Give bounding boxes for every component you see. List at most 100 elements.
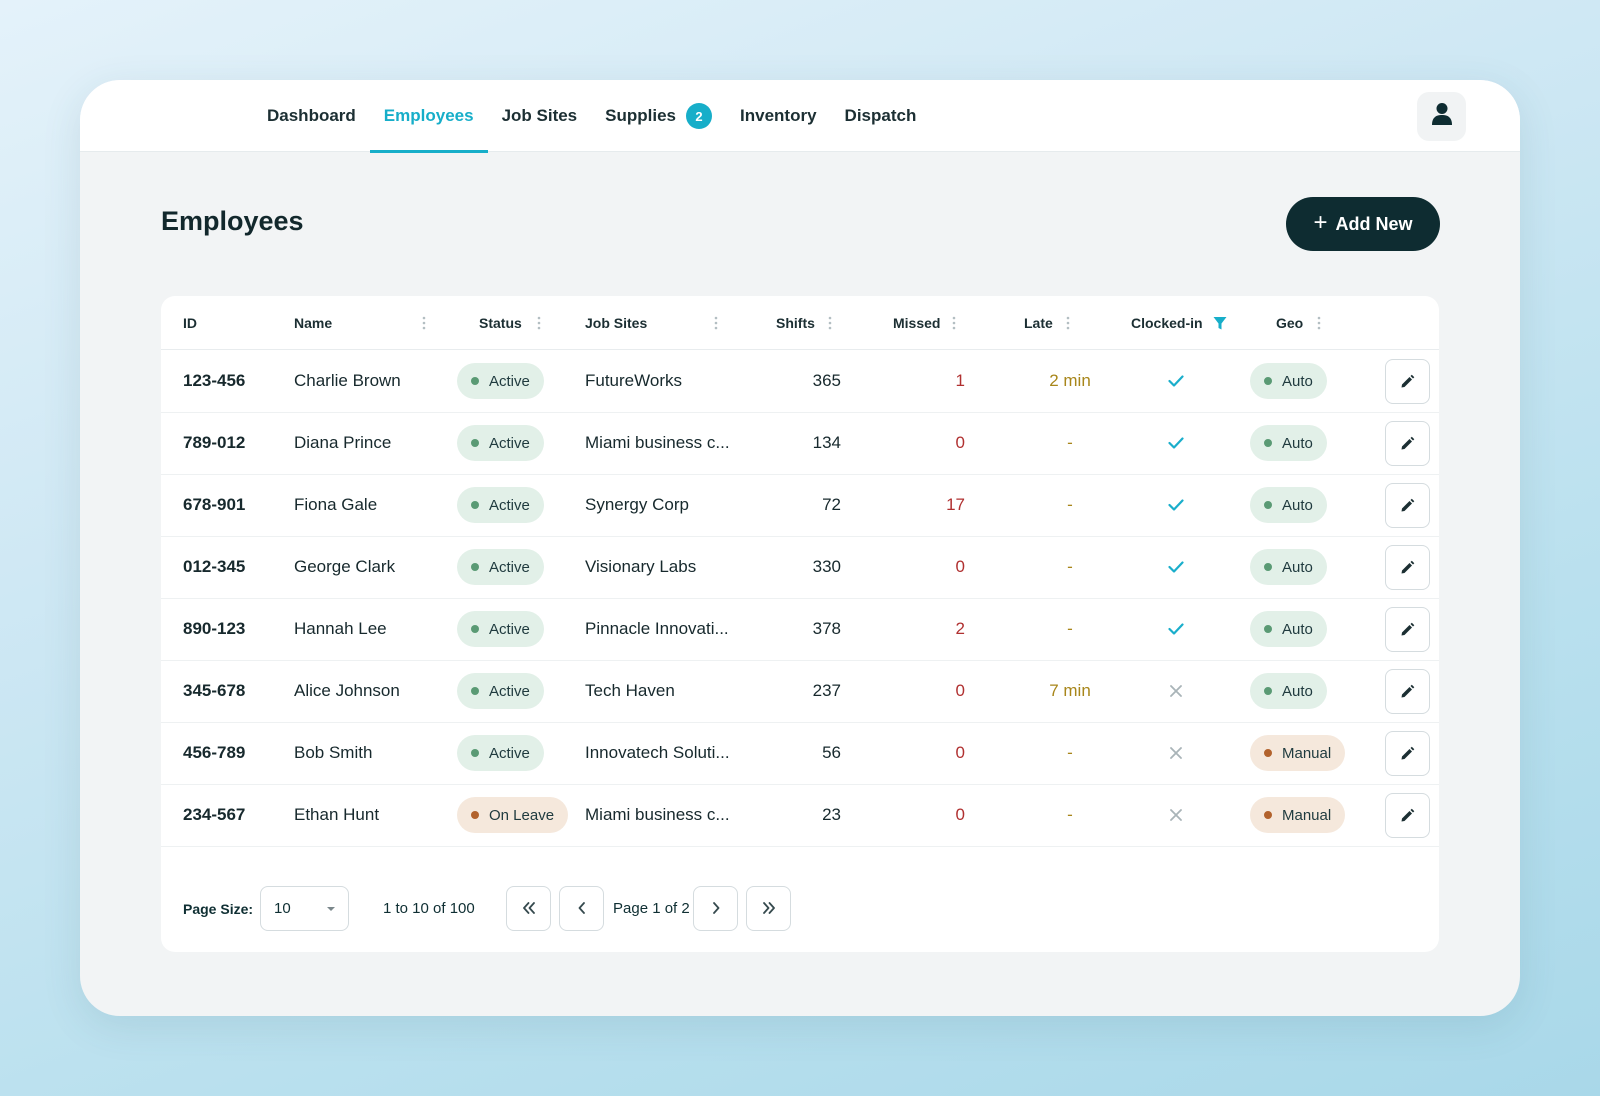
first-page-button[interactable] — [506, 886, 551, 931]
status-cell: Active — [457, 660, 544, 722]
table-row[interactable]: 234-567 Ethan Hunt On Leave Miami business … — [161, 784, 1439, 847]
column-header-label: Missed — [893, 315, 941, 331]
employee-name: Bob Smith — [294, 743, 373, 762]
page-size-select[interactable]: 10 — [260, 886, 349, 931]
table-row[interactable]: 678-901 Fiona Gale Active Synergy Corp 72 17 -… — [161, 474, 1439, 537]
late-duration: - — [1067, 805, 1073, 824]
edit-row-button[interactable] — [1385, 793, 1430, 838]
edit-row-button[interactable] — [1385, 607, 1430, 652]
column-header-geo[interactable]: Geo — [1276, 296, 1303, 350]
employee-id: 678-901 — [183, 495, 246, 514]
status-badge: Active — [457, 611, 544, 647]
column-header-shifts[interactable]: Shifts — [776, 296, 815, 350]
geo-cell: Auto — [1250, 474, 1327, 536]
edit-row-button[interactable] — [1385, 421, 1430, 466]
shifts-count: 23 — [822, 805, 841, 824]
status-badge: Active — [457, 673, 544, 709]
column-menu-icon[interactable] — [952, 296, 956, 350]
column-header-late[interactable]: Late — [1024, 296, 1053, 350]
status-cell: Active — [457, 412, 544, 474]
column-menu-icon[interactable] — [828, 296, 832, 350]
shifts-count: 56 — [822, 743, 841, 762]
double-chevron-left-icon — [522, 898, 536, 919]
nav-tab-label: Dashboard — [267, 106, 356, 125]
filter-icon[interactable] — [1213, 316, 1227, 331]
table-row[interactable]: 123-456 Charlie Brown Active FutureWorks 365… — [161, 350, 1439, 413]
edit-row-button[interactable] — [1385, 483, 1430, 528]
table-row[interactable]: 890-123 Hannah Lee Active Pinnacle Innovati… — [161, 598, 1439, 661]
column-header-label: Status — [479, 315, 522, 331]
employee-id: 456-789 — [183, 743, 246, 762]
column-header-name[interactable]: Name — [294, 296, 332, 350]
column-menu-icon[interactable] — [1066, 296, 1070, 350]
employee-name: Hannah Lee — [294, 619, 387, 638]
geo-label: Auto — [1282, 372, 1313, 390]
nav-tab-label: Inventory — [740, 106, 817, 125]
prev-page-button[interactable] — [559, 886, 604, 931]
edit-row-button[interactable] — [1385, 359, 1430, 404]
add-new-button[interactable]: + Add New — [1286, 197, 1440, 251]
status-badge: Active — [457, 549, 544, 585]
nav-tab-dispatch[interactable]: Dispatch — [831, 80, 931, 152]
column-header-id[interactable]: ID — [183, 296, 197, 350]
geo-cell: Auto — [1250, 598, 1327, 660]
status-cell: Active — [457, 474, 544, 536]
status-label: Active — [489, 558, 530, 576]
status-badge: Active — [457, 735, 544, 771]
table-row[interactable]: 345-678 Alice Johnson Active Tech Haven 237 0… — [161, 660, 1439, 723]
column-header-status[interactable]: Status — [479, 296, 522, 350]
table-row[interactable]: 456-789 Bob Smith Active Innovatech Soluti.… — [161, 722, 1439, 785]
check-icon — [1161, 598, 1191, 660]
nav-tab-employees[interactable]: Employees — [369, 80, 488, 153]
employee-name: Diana Prince — [294, 433, 392, 452]
column-menu-icon[interactable] — [714, 296, 718, 350]
nav-tab-inventory[interactable]: Inventory — [726, 80, 831, 152]
next-page-button[interactable] — [693, 886, 738, 931]
edit-row-button[interactable] — [1385, 545, 1430, 590]
late-duration: 7 min — [1049, 681, 1091, 700]
column-header-label: Name — [294, 315, 333, 331]
late-duration: - — [1067, 495, 1073, 514]
late-duration: - — [1067, 619, 1073, 638]
page-title: Employees — [161, 206, 304, 236]
column-menu-icon[interactable] — [422, 296, 426, 350]
column-header-clocked-in[interactable]: Clocked-in — [1131, 296, 1227, 350]
table-row[interactable]: 789-012 Diana Prince Active Miami business … — [161, 412, 1439, 475]
nav-tab-dashboard[interactable]: Dashboard — [253, 80, 370, 152]
status-dot — [471, 377, 479, 385]
edit-row-button[interactable] — [1385, 669, 1430, 714]
geo-cell: Auto — [1250, 412, 1327, 474]
geo-badge: Auto — [1250, 611, 1327, 647]
edit-row-button[interactable] — [1385, 731, 1430, 776]
nav-tab-supplies[interactable]: Supplies 2 — [591, 80, 726, 152]
column-header-label: Late — [1024, 315, 1053, 331]
column-header-job-sites[interactable]: Job Sites — [585, 296, 647, 350]
job-site: Pinnacle Innovati... — [585, 619, 729, 638]
column-header-label: Geo — [1276, 315, 1304, 331]
nav-tab-job-sites[interactable]: Job Sites — [488, 80, 592, 152]
status-dot — [471, 811, 479, 819]
status-label: Active — [489, 620, 530, 638]
caret-down-icon — [327, 907, 335, 911]
job-site: Tech Haven — [585, 681, 675, 700]
pencil-icon — [1400, 436, 1415, 451]
status-dot — [471, 501, 479, 509]
geo-label: Auto — [1282, 620, 1313, 638]
last-page-button[interactable] — [746, 886, 791, 931]
page-indicator: Page 1 of 2 — [613, 900, 690, 917]
check-icon — [1161, 412, 1191, 474]
late-duration: - — [1067, 743, 1073, 762]
table-row[interactable]: 012-345 George Clark Active Visionary Labs 3… — [161, 536, 1439, 599]
geo-cell: Auto — [1250, 660, 1327, 722]
status-label: Active — [489, 496, 530, 514]
column-menu-icon[interactable] — [537, 296, 541, 350]
employee-id: 012-345 — [183, 557, 246, 576]
status-cell: Active — [457, 536, 544, 598]
status-label: Active — [489, 682, 530, 700]
geo-label: Auto — [1282, 434, 1313, 452]
late-duration: - — [1067, 433, 1073, 452]
user-menu-button[interactable] — [1417, 92, 1466, 141]
column-header-missed[interactable]: Missed — [893, 296, 940, 350]
column-menu-icon[interactable] — [1317, 296, 1321, 350]
pencil-icon — [1400, 560, 1415, 575]
